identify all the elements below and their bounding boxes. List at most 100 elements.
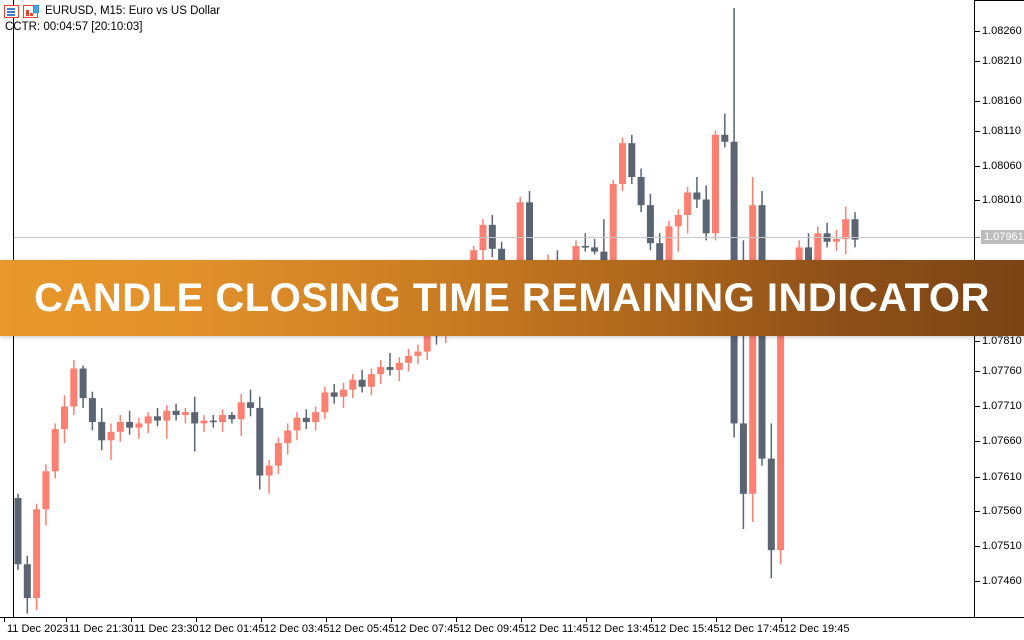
price-tick-label: 1.08110 <box>982 125 1021 137</box>
candle-body-bear <box>702 199 710 234</box>
price-tick: 1.07610 <box>975 471 1022 484</box>
candle-body-bull <box>321 392 329 413</box>
candle-body-bear <box>656 243 664 268</box>
candle-body-bear <box>721 134 729 142</box>
price-tick-label: 1.07710 <box>982 400 1022 412</box>
candle-body-bull <box>619 143 626 185</box>
bar-chart-icon <box>23 4 39 18</box>
tick-mark <box>975 101 980 102</box>
price-tick-label: 1.07610 <box>982 471 1022 483</box>
price-tick-label: 1.08160 <box>982 95 1022 107</box>
plot-top-border <box>974 0 1024 1</box>
price-tick: 1.08260 <box>975 25 1022 38</box>
tick-mark <box>4 618 5 622</box>
candle-body-bull <box>674 215 682 227</box>
candle-body-bear <box>88 398 96 423</box>
candle-body-bull <box>33 509 41 599</box>
candle-body-bear <box>628 143 636 177</box>
time-tick-label: 12 Dec 01:45 <box>199 623 265 635</box>
tick-mark <box>975 441 980 442</box>
price-tick-label: 1.07760 <box>982 365 1022 377</box>
price-tick: 1.07510 <box>975 540 1022 553</box>
tick-mark <box>975 131 980 132</box>
price-tick: 1.07760 <box>975 365 1022 378</box>
tick-mark <box>975 546 980 547</box>
time-tick-label: 12 Dec 15:45 <box>654 623 720 635</box>
price-tick-label: 1.07460 <box>982 575 1022 587</box>
current-price-badge: 1.07961 <box>975 230 1024 244</box>
tick-mark <box>975 581 980 582</box>
price-tick-label: 1.07660 <box>982 435 1022 447</box>
candle-body-bull <box>135 423 143 428</box>
tick-mark <box>716 618 717 622</box>
candle-body-bull <box>712 134 719 234</box>
price-tick-label: 1.08060 <box>982 160 1022 172</box>
tick-mark <box>326 618 327 622</box>
candle-body-bull <box>284 430 292 444</box>
time-tick-label: 12 Dec 19:45 <box>784 623 850 635</box>
candle-body-bear <box>23 564 31 599</box>
candle-body-bear <box>209 420 217 423</box>
candle-body-bull <box>832 238 840 242</box>
price-tick: 1.07560 <box>975 505 1022 518</box>
candle-body-bull <box>107 431 115 441</box>
price-tick: 1.08010 <box>975 194 1022 207</box>
candle-body-bull <box>377 367 385 375</box>
candle-body-bull <box>42 471 50 510</box>
candle-body-bear <box>805 247 812 262</box>
tick-mark <box>196 618 197 622</box>
tick-mark <box>261 618 262 622</box>
candle-wick <box>110 423 112 461</box>
time-tick-label: 12 Dec 07:45 <box>394 623 460 635</box>
candle-body-bull <box>312 412 320 423</box>
candle-body-bull <box>51 429 59 472</box>
time-axis[interactable]: 11 Dec 2023 11 Dec 21:30 11 Dec 23:30 12 De… <box>0 618 1024 640</box>
candle-wick <box>138 417 140 439</box>
candle-wick <box>584 233 587 252</box>
candle-body-bull <box>144 416 152 424</box>
candle-wick <box>593 238 596 255</box>
symbol-row: EURUSD, M15: Euro vs US Dollar <box>4 4 220 19</box>
candle-body-bull <box>70 368 78 407</box>
tick-mark <box>975 511 980 512</box>
candle-body-bull <box>181 412 189 415</box>
price-tick-label: 1.08210 <box>982 55 1022 67</box>
candle-body-bull <box>265 465 273 476</box>
candle-body-bull <box>293 417 301 431</box>
tick-mark <box>975 61 980 62</box>
price-tick-label: 1.07810 <box>982 335 1022 347</box>
tick-mark <box>521 618 522 622</box>
price-axis[interactable]: 1.08260 1.08210 1.08160 1.08110 1.08060 1.080… <box>975 0 1024 618</box>
candle-body-bull <box>367 374 375 387</box>
candle-body-bear <box>739 423 747 494</box>
tick-mark <box>391 618 392 622</box>
candle-body-bull <box>414 351 422 356</box>
current-price-line <box>14 237 974 238</box>
price-tick: 1.08160 <box>975 95 1022 108</box>
tick-mark <box>975 371 980 372</box>
candle-body-bear <box>526 202 533 294</box>
candle-body-bull <box>340 389 347 397</box>
candle-body-bull <box>749 205 757 494</box>
price-tick: 1.08210 <box>975 55 1022 68</box>
tick-mark <box>975 477 980 478</box>
tick-mark <box>975 166 980 167</box>
candle-wick <box>166 405 168 439</box>
indicator-readout: CCTR: 00:04:57 [20:10:03] <box>5 21 143 33</box>
candle-body-bull <box>609 184 617 294</box>
candle-body-bear <box>98 422 106 441</box>
time-tick-label: 11 Dec 21:30 <box>69 623 134 635</box>
candle-body-bull <box>163 410 171 421</box>
current-price-value: 1.07961 <box>981 230 1024 244</box>
candle-body-bull <box>237 402 245 420</box>
time-tick-label: 11 Dec 2023 <box>7 623 69 635</box>
candle-body-bear <box>358 379 366 387</box>
candle-wick <box>268 460 270 494</box>
current-price-tick <box>975 236 980 238</box>
candle-body-bear <box>767 458 775 551</box>
candle-body-bear <box>646 205 654 244</box>
candle-wick <box>184 407 187 424</box>
candle-body-bear <box>154 416 161 421</box>
price-tick-label: 1.08260 <box>982 25 1022 37</box>
